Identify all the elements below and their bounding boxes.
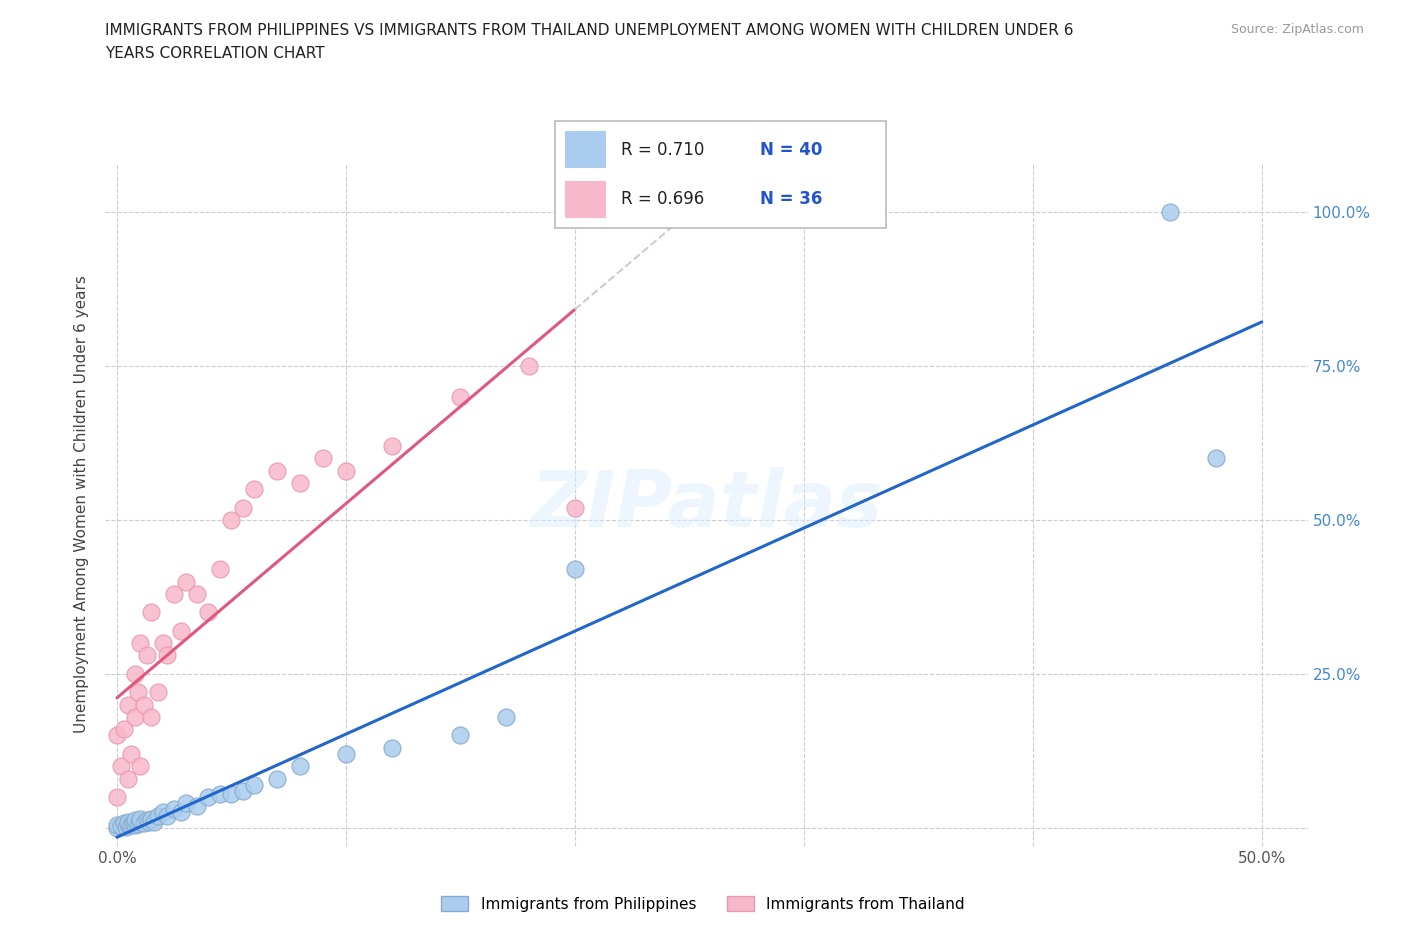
Point xyxy=(112,816,135,830)
Text: R = 0.710: R = 0.710 xyxy=(621,140,704,159)
Point xyxy=(146,808,169,823)
Point xyxy=(127,684,149,699)
Point xyxy=(288,759,311,774)
Point xyxy=(117,771,139,786)
Point xyxy=(112,722,135,737)
Point xyxy=(266,463,288,478)
Point xyxy=(170,805,193,820)
Point xyxy=(1205,451,1227,466)
Point xyxy=(208,787,231,802)
Point xyxy=(564,500,586,515)
Text: N = 36: N = 36 xyxy=(761,190,823,208)
Point xyxy=(128,811,150,826)
Point xyxy=(243,777,266,792)
Point xyxy=(128,815,150,830)
Point xyxy=(124,667,146,682)
Point xyxy=(232,500,254,515)
Point xyxy=(232,783,254,798)
Point xyxy=(197,604,219,619)
Point xyxy=(156,648,179,663)
Legend: Immigrants from Philippines, Immigrants from Thailand: Immigrants from Philippines, Immigrants … xyxy=(434,889,972,918)
Point xyxy=(110,759,132,774)
Point xyxy=(146,684,169,699)
Point xyxy=(135,648,157,663)
Point xyxy=(120,817,142,832)
Point xyxy=(288,475,311,490)
Point xyxy=(124,813,146,828)
Point xyxy=(128,759,150,774)
Text: ZIPatlas: ZIPatlas xyxy=(530,467,883,542)
Point xyxy=(221,787,243,802)
Point xyxy=(141,710,163,724)
Point xyxy=(312,451,335,466)
Point xyxy=(122,816,145,830)
Point xyxy=(186,587,208,602)
Point xyxy=(186,799,208,814)
Point xyxy=(156,808,179,823)
Point xyxy=(266,771,288,786)
Text: IMMIGRANTS FROM PHILIPPINES VS IMMIGRANTS FROM THAILAND UNEMPLOYMENT AMONG WOMEN: IMMIGRANTS FROM PHILIPPINES VS IMMIGRANT… xyxy=(105,23,1074,38)
Bar xyxy=(565,180,605,218)
Point xyxy=(1159,205,1181,219)
Point xyxy=(128,635,150,650)
Point xyxy=(152,635,174,650)
Point xyxy=(170,623,193,638)
Point xyxy=(105,728,128,743)
Text: Source: ZipAtlas.com: Source: ZipAtlas.com xyxy=(1230,23,1364,36)
Point xyxy=(335,747,357,762)
Point xyxy=(243,482,266,497)
Point xyxy=(381,439,404,454)
Point xyxy=(134,698,156,712)
Bar xyxy=(565,130,605,166)
Point xyxy=(138,815,160,830)
Point xyxy=(127,817,149,831)
Point xyxy=(449,728,471,743)
Point xyxy=(208,562,231,577)
Point xyxy=(197,790,219,804)
Point xyxy=(105,817,128,832)
Point xyxy=(141,604,163,619)
Point xyxy=(449,390,471,405)
Point xyxy=(124,710,146,724)
Point xyxy=(135,813,157,828)
Point xyxy=(142,815,165,830)
Point xyxy=(134,816,156,830)
Point xyxy=(564,562,586,577)
Text: N = 40: N = 40 xyxy=(761,140,823,159)
Point xyxy=(163,587,186,602)
Point xyxy=(174,796,197,811)
Point xyxy=(117,817,139,831)
Point xyxy=(120,747,142,762)
Text: YEARS CORRELATION CHART: YEARS CORRELATION CHART xyxy=(105,46,325,61)
Y-axis label: Unemployment Among Women with Children Under 6 years: Unemployment Among Women with Children U… xyxy=(75,275,90,734)
Point xyxy=(163,802,186,817)
Point xyxy=(124,817,146,832)
Point xyxy=(105,790,128,804)
Point xyxy=(110,818,132,833)
Text: R = 0.696: R = 0.696 xyxy=(621,190,704,208)
Point xyxy=(117,815,139,830)
Point xyxy=(141,811,163,826)
Point xyxy=(221,512,243,527)
Point xyxy=(174,574,197,589)
Point xyxy=(335,463,357,478)
Point xyxy=(495,710,517,724)
Point xyxy=(152,805,174,820)
Point xyxy=(117,698,139,712)
Point xyxy=(115,819,138,834)
Point xyxy=(105,820,128,835)
Point xyxy=(517,359,540,374)
Point xyxy=(381,740,404,755)
